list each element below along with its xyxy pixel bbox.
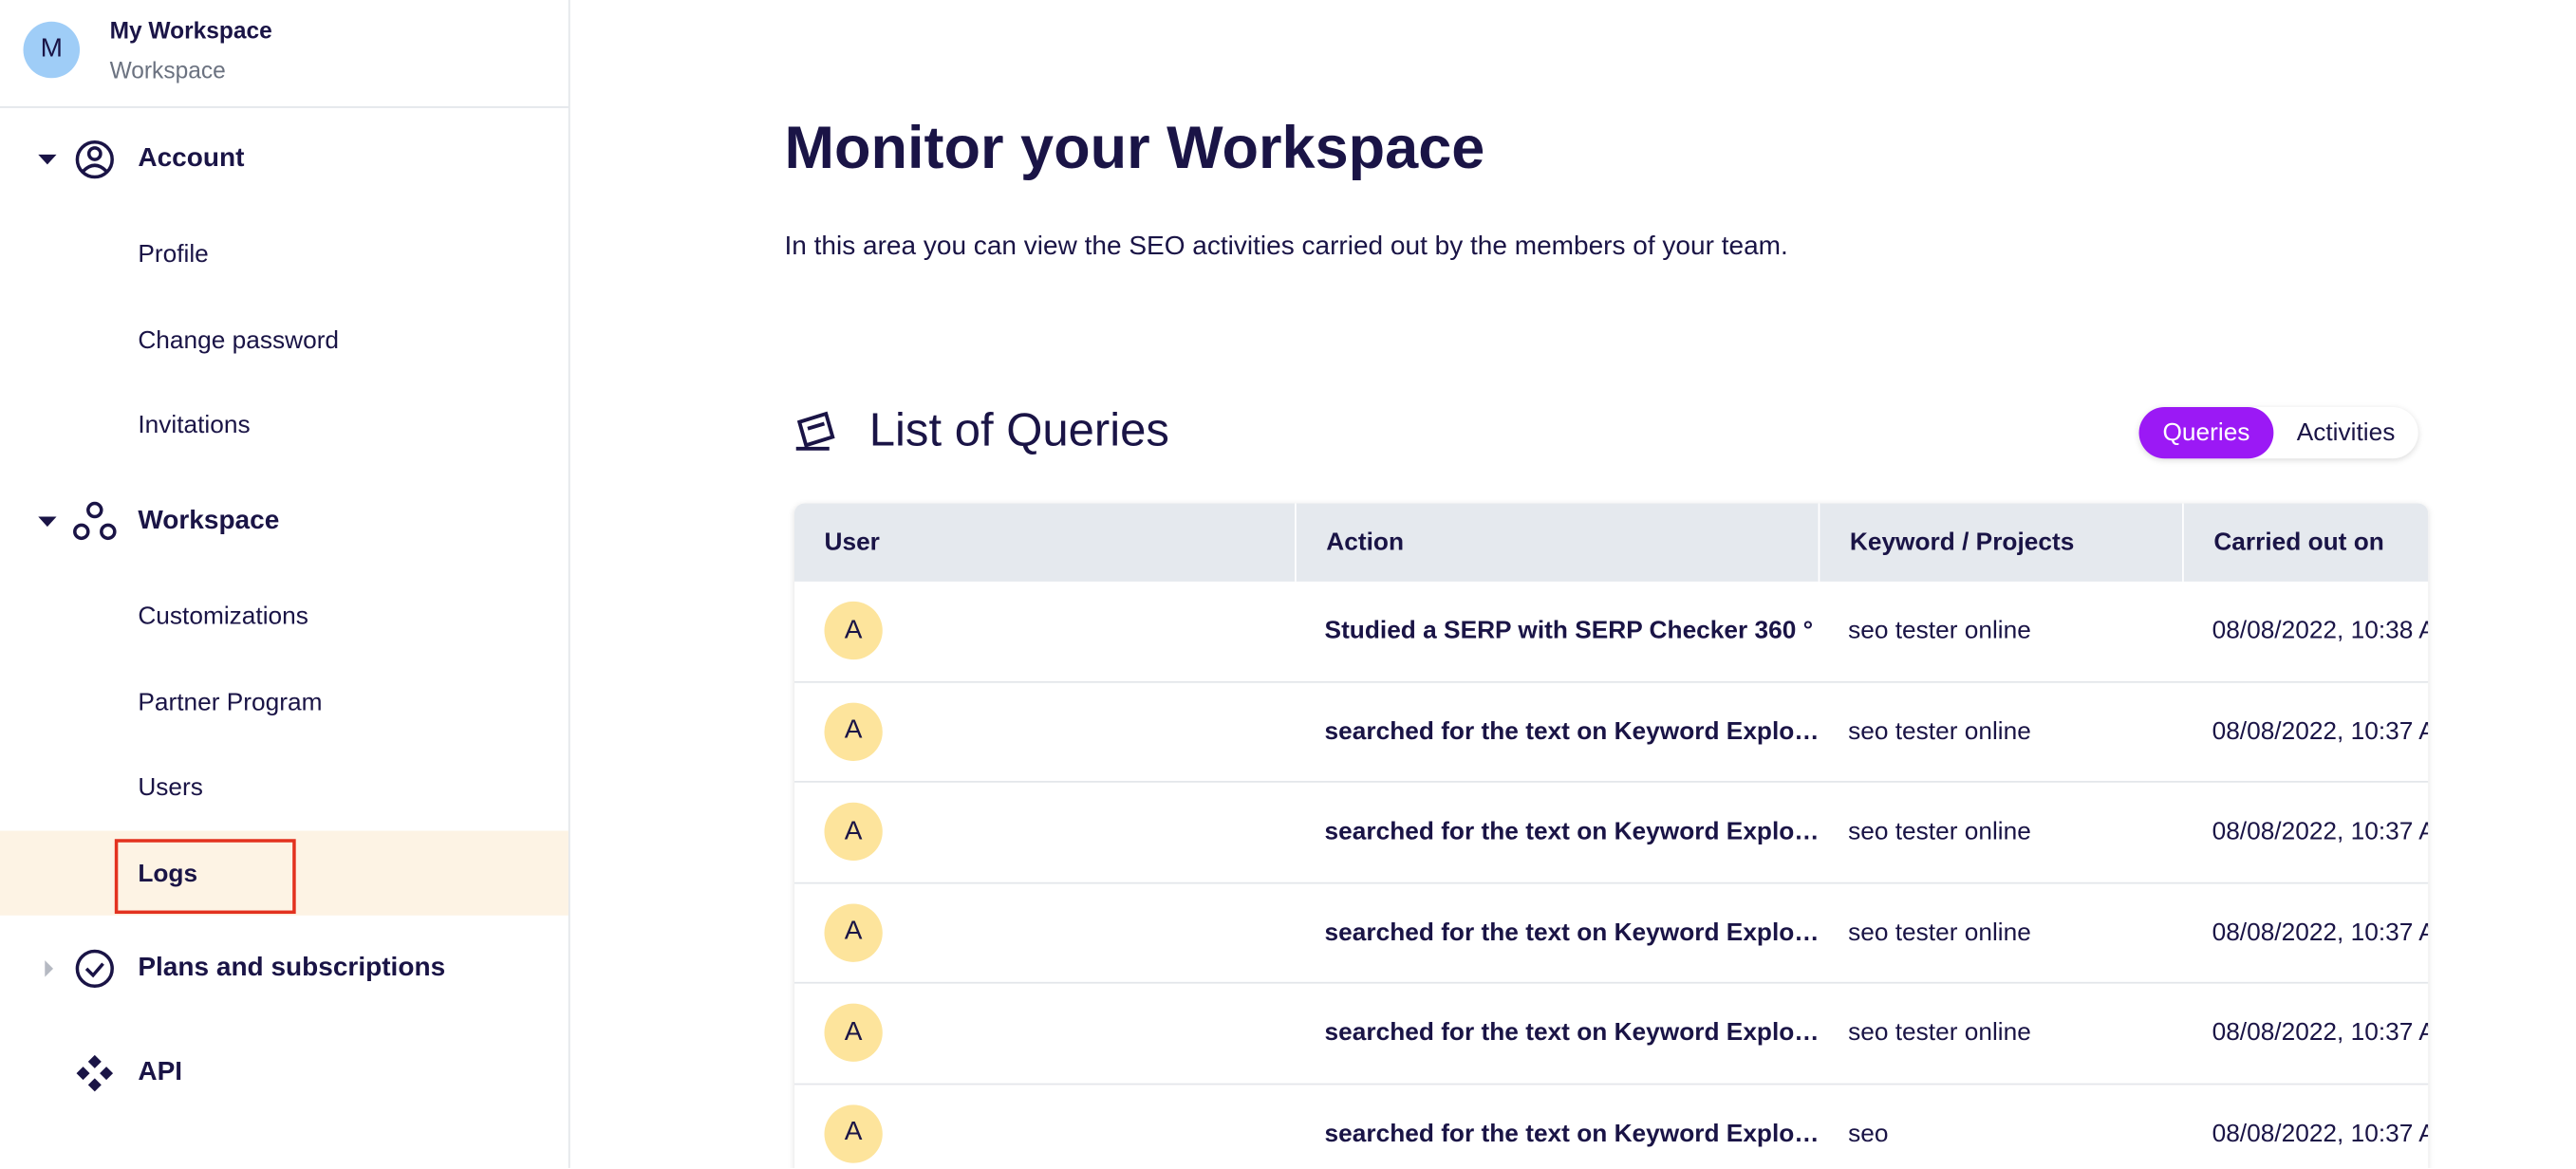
nav-item[interactable]: Logs (138, 860, 198, 888)
user-avatar: A (824, 1104, 883, 1163)
cell: searched for the text on Keyword Explo… (1324, 918, 1819, 947)
section-icon (795, 411, 835, 451)
cell: 08/08/2022, 10:37 AM (2212, 918, 2429, 947)
user-avatar: A (824, 702, 883, 761)
nav-item[interactable]: Profile (138, 240, 209, 269)
cell: searched for the text on Keyword Explo… (1324, 1119, 1819, 1148)
table-header: User Action Keyword / Projects Carried out … (793, 503, 2429, 582)
cell: searched for the text on Keyword Explo… (1324, 716, 1819, 746)
header-cell: Action (1295, 503, 1819, 582)
section-icon-path (795, 411, 835, 451)
nav-item[interactable]: Customizations (138, 602, 308, 631)
workspace-icon (73, 523, 90, 541)
caret-open (38, 516, 57, 528)
header-cell: Carried out on (2182, 503, 2428, 582)
cell: A (794, 682, 1295, 781)
nav-section[interactable]: Account (138, 144, 245, 174)
cell: A (794, 883, 1295, 982)
cell: searched for the text on Keyword Explo… (1324, 1018, 1819, 1048)
cell: 08/08/2022, 10:37 AM (2212, 716, 2429, 746)
api-icon (76, 1054, 114, 1092)
workspace-type: Workspace (109, 56, 226, 84)
tab-activities[interactable]: Activities (2296, 418, 2396, 448)
section-title: List of Queries (868, 403, 1169, 455)
cell: A (794, 1085, 1295, 1168)
cell: 08/08/2022, 10:37 AM (2212, 817, 2429, 846)
cell: seo tester online (1848, 617, 2031, 645)
user-avatar: A (824, 1004, 883, 1063)
user-avatar: A (824, 803, 883, 862)
account-icon (75, 139, 114, 179)
nav-section[interactable]: API (138, 1058, 183, 1087)
tab-queries[interactable]: Queries (2138, 406, 2274, 459)
page-description: In this area you can view the SEO activi… (784, 232, 1788, 261)
nav-section[interactable]: Plans and subscriptions (138, 954, 446, 982)
cell: A (794, 984, 1295, 1083)
cell: A (794, 783, 1295, 881)
nav-item[interactable]: Users (138, 773, 203, 802)
cell: 08/08/2022, 10:38 AM (2212, 617, 2429, 645)
account-icon-head (86, 146, 103, 161)
header-cell: User (824, 528, 880, 557)
workspace-icon (100, 523, 117, 541)
caret-closed (45, 960, 54, 977)
account-icon-body (82, 163, 108, 173)
tab-group: Queries Activities (2138, 406, 2418, 459)
cell: seo tester online (1848, 817, 2031, 846)
page-title: Monitor your Workspace (784, 113, 1485, 181)
header-cell: Keyword / Projects (1818, 503, 2182, 582)
avatar-letter: M (40, 34, 63, 64)
workspace-icon (86, 501, 103, 519)
cell: Studied a SERP with SERP Checker 360 ° (1324, 617, 1814, 645)
sidebar-icons (38, 139, 117, 1092)
plans-icon (75, 949, 114, 988)
cell: seo tester online (1848, 716, 2031, 746)
plans-icon-check (84, 962, 104, 978)
cell: A (794, 582, 1295, 680)
nav-item[interactable]: Change password (138, 326, 340, 355)
table-row: A Studied a SERP with SERP Checker 360 ° s… (793, 582, 2429, 682)
user-avatar: A (824, 903, 883, 962)
cell: searched for the text on Keyword Explo… (1324, 817, 1819, 846)
nav-item[interactable]: Partner Program (138, 688, 323, 717)
cell: seo (1848, 1119, 1889, 1148)
caret-open (38, 154, 57, 165)
table: User Action Keyword / Projects Carried out … (793, 503, 2429, 1168)
sidebar: M My Workspace Workspace Account Profile C… (0, 0, 570, 1168)
nav-item[interactable]: Invitations (138, 411, 251, 440)
cell: seo tester online (1848, 1018, 2031, 1048)
nav-section[interactable]: Workspace (138, 507, 280, 535)
user-avatar: A (824, 602, 883, 660)
cell: 08/08/2022, 10:37 AM (2212, 1018, 2429, 1048)
divider (0, 106, 569, 108)
active-bg (0, 830, 569, 916)
cell: 08/08/2022, 10:37 AM (2212, 1119, 2429, 1148)
cell: seo tester online (1848, 918, 2031, 947)
highlight-box (114, 839, 296, 915)
avatar: M (23, 21, 81, 79)
workspace-name: My Workspace (109, 16, 272, 44)
